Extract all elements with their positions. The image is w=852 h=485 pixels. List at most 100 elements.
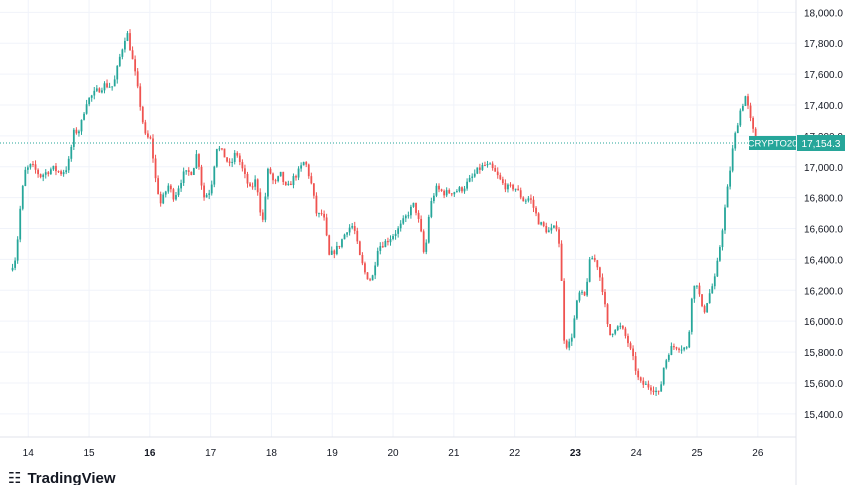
- candle-body: [287, 183, 290, 186]
- candle-body: [678, 348, 680, 350]
- candle-body: [353, 226, 356, 231]
- candle-body: [269, 168, 272, 174]
- candle-body: [267, 168, 269, 197]
- y-tick-label: 17,800.0: [804, 39, 843, 50]
- candle-body: [683, 347, 686, 350]
- candle-body: [407, 215, 410, 217]
- candle-body: [124, 40, 126, 50]
- y-tick-label: 16,000.0: [804, 317, 843, 328]
- candle-body: [512, 184, 514, 190]
- candle-body: [244, 168, 246, 174]
- candle-body: [726, 186, 729, 208]
- candle-body: [65, 170, 68, 173]
- candle-body: [675, 347, 678, 349]
- candle-body: [118, 56, 121, 66]
- candle-body: [90, 95, 93, 98]
- candle-body: [443, 190, 446, 196]
- candle-body: [315, 195, 318, 214]
- candle-body: [233, 152, 236, 162]
- candle-body: [205, 194, 208, 198]
- candle-body: [37, 169, 39, 175]
- candle-body: [453, 192, 456, 195]
- candle-body: [484, 165, 486, 167]
- candle-body: [144, 122, 147, 134]
- candle-body: [693, 285, 696, 299]
- candle-body: [149, 137, 152, 139]
- candle-body: [14, 260, 17, 268]
- candle-body: [346, 232, 348, 235]
- candle-body: [642, 380, 645, 385]
- x-tick-label: 18: [266, 448, 278, 459]
- candle-body: [455, 191, 458, 193]
- candle-body: [136, 71, 139, 87]
- candle-body: [591, 258, 594, 260]
- candle-body: [85, 104, 88, 114]
- candle-body: [575, 300, 578, 319]
- candle-body: [422, 231, 425, 252]
- candle-body: [192, 168, 195, 175]
- candle-body: [52, 165, 55, 170]
- candle-body: [430, 201, 433, 217]
- candle-body: [486, 163, 489, 166]
- candle-body: [70, 146, 73, 159]
- candle-body: [101, 90, 103, 93]
- candle-body: [83, 113, 85, 120]
- x-tick-label: 23: [570, 448, 582, 459]
- candle-body: [167, 185, 170, 192]
- candle-body: [264, 196, 267, 220]
- candle-body: [690, 298, 693, 332]
- candle-body: [560, 243, 563, 281]
- last-price-tag: 17,154.3: [802, 139, 841, 150]
- x-tick-label: 20: [387, 448, 399, 459]
- candle-body: [504, 183, 507, 190]
- candle-body: [440, 189, 443, 191]
- candle-body: [312, 183, 315, 196]
- candle-body: [88, 97, 91, 105]
- candle-body: [261, 212, 264, 220]
- candle-body: [295, 176, 297, 178]
- candle-body: [182, 171, 185, 184]
- candle-body: [660, 384, 663, 392]
- candle-body: [371, 275, 374, 281]
- candle-body: [517, 188, 520, 191]
- y-tick-label: 17,000.0: [804, 163, 843, 174]
- x-tick-label: 21: [448, 448, 460, 459]
- candle-body: [657, 390, 660, 392]
- candle-body: [364, 263, 366, 273]
- candle-body: [146, 133, 149, 138]
- tradingview-logo-icon: ☷: [8, 472, 22, 485]
- candle-body: [744, 96, 747, 106]
- x-tick-label: 24: [631, 448, 643, 459]
- candle-body: [563, 280, 566, 341]
- y-tick-label: 17,600.0: [804, 70, 843, 81]
- y-tick-label: 16,600.0: [804, 225, 843, 236]
- candle-body: [55, 165, 57, 172]
- candle-body: [458, 187, 461, 192]
- candle-body: [180, 183, 182, 189]
- candle-body: [34, 164, 37, 170]
- candle-body: [279, 171, 282, 177]
- candle-body: [741, 105, 744, 111]
- candle-body: [629, 343, 632, 349]
- candle-body: [481, 165, 484, 170]
- candle-body: [246, 173, 249, 184]
- candle-body: [228, 161, 231, 163]
- candle-body: [131, 50, 134, 60]
- candle-body: [463, 188, 466, 192]
- candle-body: [593, 258, 596, 261]
- candle-body: [195, 154, 198, 169]
- candle-body: [696, 285, 698, 287]
- candle-body: [108, 86, 111, 88]
- y-tick-label: 15,400.0: [804, 410, 843, 421]
- candle-body: [318, 213, 320, 215]
- x-tick-label: 14: [23, 448, 35, 459]
- candle-body: [139, 86, 142, 107]
- candle-body: [381, 246, 384, 248]
- candle-body: [208, 193, 211, 195]
- candle-body: [32, 163, 34, 165]
- candle-body: [154, 158, 157, 179]
- candle-body: [524, 200, 527, 202]
- candle-body: [494, 168, 497, 172]
- candle-body: [341, 239, 343, 247]
- candle-body: [289, 183, 292, 186]
